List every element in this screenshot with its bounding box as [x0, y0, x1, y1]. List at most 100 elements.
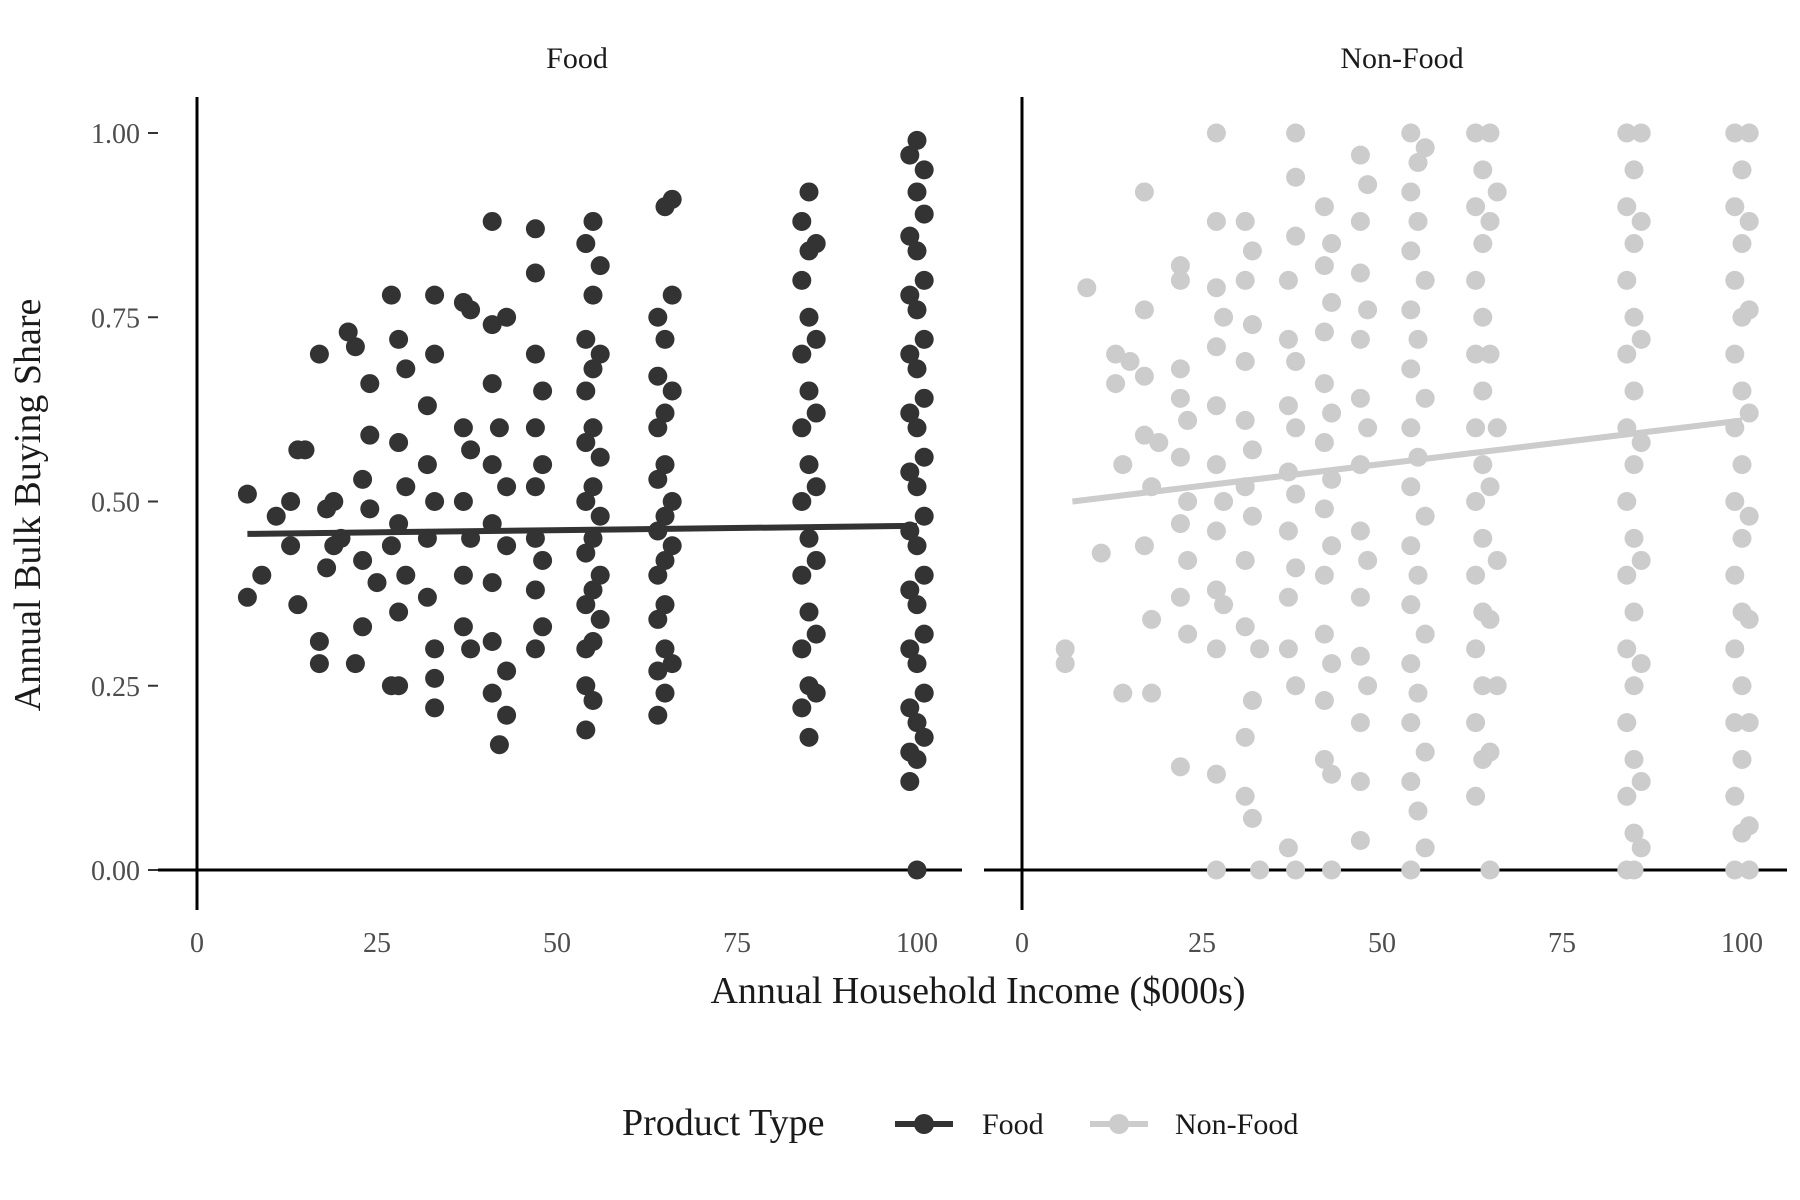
- data-point: [1134, 425, 1154, 445]
- data-point: [525, 219, 545, 239]
- data-point: [1480, 344, 1500, 364]
- data-point: [1624, 234, 1644, 254]
- data-point: [1178, 550, 1198, 570]
- data-point: [907, 300, 927, 320]
- data-point: [1206, 123, 1226, 143]
- data-point: [1415, 624, 1435, 644]
- data-point: [482, 683, 502, 703]
- data-point: [1278, 838, 1298, 858]
- data-point: [576, 433, 596, 453]
- data-point: [1624, 602, 1644, 622]
- data-point: [583, 359, 603, 379]
- data-point: [1235, 211, 1255, 231]
- y-axis-title: Annual Bulk Buying Share: [7, 299, 49, 712]
- data-point: [914, 506, 934, 526]
- data-point: [1322, 293, 1342, 313]
- data-point: [1206, 860, 1226, 880]
- legend-title: Product Type: [622, 1102, 824, 1144]
- data-point: [1214, 307, 1234, 327]
- data-point: [1055, 639, 1075, 659]
- data-point: [1242, 506, 1262, 526]
- data-point: [806, 683, 826, 703]
- data-point: [1466, 197, 1486, 217]
- data-point: [1473, 455, 1493, 475]
- data-point: [655, 506, 675, 526]
- data-point: [309, 654, 329, 674]
- data-point: [1235, 617, 1255, 637]
- data-point: [1322, 469, 1342, 489]
- data-point: [1617, 270, 1637, 290]
- data-point: [309, 344, 329, 364]
- data-point: [1242, 315, 1262, 335]
- data-point: [1401, 182, 1421, 202]
- data-point: [662, 654, 682, 674]
- data-point: [533, 617, 553, 637]
- data-point: [1170, 359, 1190, 379]
- data-point: [1466, 639, 1486, 659]
- data-point: [1286, 351, 1306, 371]
- data-point: [1242, 440, 1262, 460]
- data-point: [497, 661, 517, 681]
- x-axis-title: Annual Household Income ($000s): [710, 970, 1245, 1012]
- data-point: [590, 344, 610, 364]
- data-point: [576, 543, 596, 563]
- data-point: [1624, 860, 1644, 880]
- data-point: [1214, 595, 1234, 615]
- data-point: [1206, 521, 1226, 541]
- data-point: [799, 602, 819, 622]
- data-point: [1732, 455, 1752, 475]
- data-point: [1487, 676, 1507, 696]
- data-point: [907, 860, 927, 880]
- data-point: [425, 492, 445, 511]
- data-point: [1624, 160, 1644, 180]
- data-point: [1314, 197, 1334, 217]
- data-point: [252, 565, 272, 585]
- data-point: [1314, 499, 1334, 519]
- x-tick-label: 0: [190, 928, 204, 959]
- data-point: [1480, 742, 1500, 762]
- data-point: [590, 447, 610, 467]
- data-point: [1350, 646, 1370, 666]
- data-point: [1725, 860, 1745, 880]
- data-point: [381, 285, 401, 305]
- data-point: [648, 469, 668, 489]
- data-point: [1142, 609, 1162, 629]
- data-point: [237, 587, 257, 607]
- legend: Product Type Food Non-Food: [622, 1102, 1298, 1144]
- data-point: [345, 654, 365, 674]
- data-point: [533, 455, 553, 475]
- data-point: [497, 477, 517, 497]
- data-point: [1617, 565, 1637, 585]
- data-point: [1235, 727, 1255, 747]
- data-point: [489, 418, 509, 438]
- data-point: [1631, 123, 1651, 143]
- trend-line: [247, 522, 918, 537]
- data-point: [1617, 123, 1637, 143]
- data-point: [1631, 772, 1651, 792]
- data-point: [1055, 654, 1075, 674]
- data-point: [360, 499, 380, 519]
- data-point: [1739, 860, 1759, 880]
- data-point: [1214, 492, 1234, 511]
- data-point: [353, 617, 373, 637]
- data-point: [907, 536, 927, 556]
- data-point: [389, 676, 409, 696]
- data-point: [525, 477, 545, 497]
- x-tick-label: 100: [1721, 928, 1763, 959]
- data-point: [1624, 528, 1644, 548]
- data-point: [1350, 521, 1370, 541]
- data-point: [1314, 322, 1334, 342]
- data-point: [1170, 514, 1190, 534]
- data-point: [1415, 506, 1435, 526]
- data-point: [1401, 860, 1421, 880]
- data-point: [1725, 344, 1745, 364]
- data-point: [1314, 624, 1334, 644]
- data-point: [1250, 639, 1270, 659]
- data-point: [461, 300, 481, 320]
- data-point: [389, 514, 409, 534]
- x-tick-label: 100: [896, 928, 938, 959]
- data-point: [417, 587, 437, 607]
- data-point: [1408, 211, 1428, 231]
- data-point: [1401, 654, 1421, 674]
